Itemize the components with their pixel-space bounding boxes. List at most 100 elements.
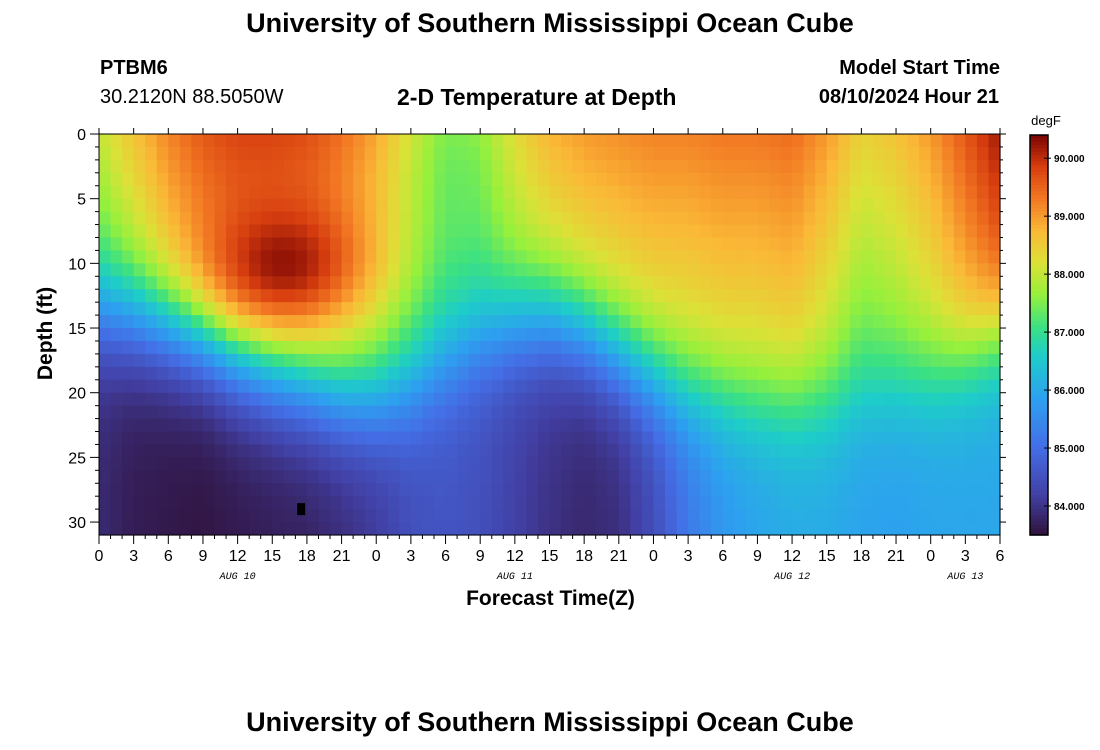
heatmap-cell <box>745 315 759 329</box>
heatmap-cell <box>861 134 874 148</box>
heatmap-cell <box>422 496 435 510</box>
heatmap-cell <box>353 315 366 329</box>
heatmap-cell <box>249 392 262 407</box>
heatmap-cell <box>942 418 955 433</box>
heatmap-cell <box>353 418 366 433</box>
heatmap-cell <box>168 159 181 174</box>
heatmap-cell <box>364 198 377 213</box>
heatmap-cell <box>457 353 470 368</box>
colorbar-segment <box>1030 358 1048 363</box>
heatmap-cell <box>468 366 481 381</box>
heatmap-cell <box>595 470 608 484</box>
heatmap-cell <box>283 522 296 536</box>
heatmap-cell <box>376 366 389 381</box>
heatmap-cell <box>260 366 273 381</box>
heatmap-cell <box>607 496 620 510</box>
heatmap-cell <box>376 509 389 523</box>
heatmap-cell <box>410 379 424 394</box>
heatmap-cell <box>156 496 169 510</box>
heatmap-cell <box>942 522 955 536</box>
heatmap-cell <box>503 444 516 458</box>
heatmap-cell <box>295 483 308 497</box>
heatmap-cell <box>503 172 516 187</box>
heatmap-cell <box>422 328 435 342</box>
heatmap-cell <box>122 379 135 394</box>
heatmap-cell <box>133 224 146 239</box>
heatmap-cell <box>295 444 308 458</box>
heatmap-cell <box>572 185 585 200</box>
heatmap-cell <box>410 418 424 433</box>
heatmap-cell <box>376 237 389 252</box>
heatmap-cell <box>422 211 435 226</box>
heatmap-cell <box>768 211 782 226</box>
heatmap-cell <box>433 185 447 200</box>
heatmap-cell <box>468 172 481 187</box>
colorbar-segment <box>1030 198 1048 203</box>
heatmap-cell <box>861 211 874 226</box>
heatmap-cell <box>145 470 158 484</box>
heatmap-cell <box>422 146 435 161</box>
y-axis-label: Depth (ft) <box>34 287 57 380</box>
heatmap-cell <box>457 250 470 264</box>
heatmap-cell <box>179 457 193 471</box>
heatmap-cell <box>838 198 851 213</box>
heatmap-cell <box>838 159 851 174</box>
heatmap-cell <box>260 276 273 290</box>
heatmap-cell <box>179 237 193 252</box>
heatmap-cell <box>422 302 435 316</box>
colorbar-segment <box>1030 285 1048 289</box>
heatmap-cell <box>792 457 805 471</box>
heatmap-cell <box>179 431 193 446</box>
heatmap-cell <box>641 224 655 239</box>
heatmap-cell <box>468 134 481 148</box>
heatmap-cell <box>480 483 493 497</box>
heatmap-cell <box>688 353 701 368</box>
heatmap-cell <box>734 522 747 536</box>
heatmap-cell <box>584 302 597 316</box>
heatmap-cell <box>711 328 724 342</box>
heatmap-cell <box>491 444 504 458</box>
heatmap-cell <box>457 237 470 252</box>
heatmap-cell <box>202 444 216 458</box>
heatmap-cell <box>861 444 874 458</box>
heatmap-cell <box>919 431 932 446</box>
heatmap-cell <box>734 315 747 329</box>
heatmap-cell <box>272 457 285 471</box>
heatmap-cell <box>849 470 862 484</box>
heatmap-cell <box>110 185 123 200</box>
heatmap-cell <box>953 302 966 316</box>
heatmap-cell <box>907 328 920 342</box>
heatmap-cell <box>376 289 389 303</box>
heatmap-cell <box>792 483 805 497</box>
heatmap-cell <box>399 366 412 381</box>
heatmap-cell <box>179 159 193 174</box>
heatmap-cell <box>549 418 562 433</box>
heatmap-cell <box>861 302 874 316</box>
heatmap-cell <box>792 185 805 200</box>
heatmap-cell <box>884 405 897 420</box>
heatmap-cell <box>468 522 481 536</box>
x-tick-label: 18 <box>298 548 316 565</box>
heatmap-cell <box>630 379 643 394</box>
heatmap-cell <box>503 224 516 239</box>
heatmap-cell <box>722 444 735 458</box>
colorbar-segment <box>1030 275 1048 279</box>
heatmap-cell <box>699 276 712 290</box>
heatmap-cell <box>792 405 805 420</box>
heatmap-cell <box>688 366 701 381</box>
heatmap-cell <box>780 159 793 174</box>
heatmap-cell <box>572 353 585 368</box>
heatmap-cell <box>711 496 724 510</box>
heatmap-cell <box>618 328 631 342</box>
heatmap-cell <box>722 289 735 303</box>
heatmap-cell <box>445 198 458 213</box>
heatmap-cell <box>272 146 285 161</box>
heatmap-cell <box>618 392 631 407</box>
heatmap-cell <box>260 263 273 277</box>
heatmap-cell <box>722 224 735 239</box>
heatmap-cell <box>826 457 839 471</box>
heatmap-cell <box>283 134 296 148</box>
heatmap-cell <box>110 198 123 213</box>
heatmap-cell <box>988 444 1001 458</box>
heatmap-cell <box>722 276 735 290</box>
